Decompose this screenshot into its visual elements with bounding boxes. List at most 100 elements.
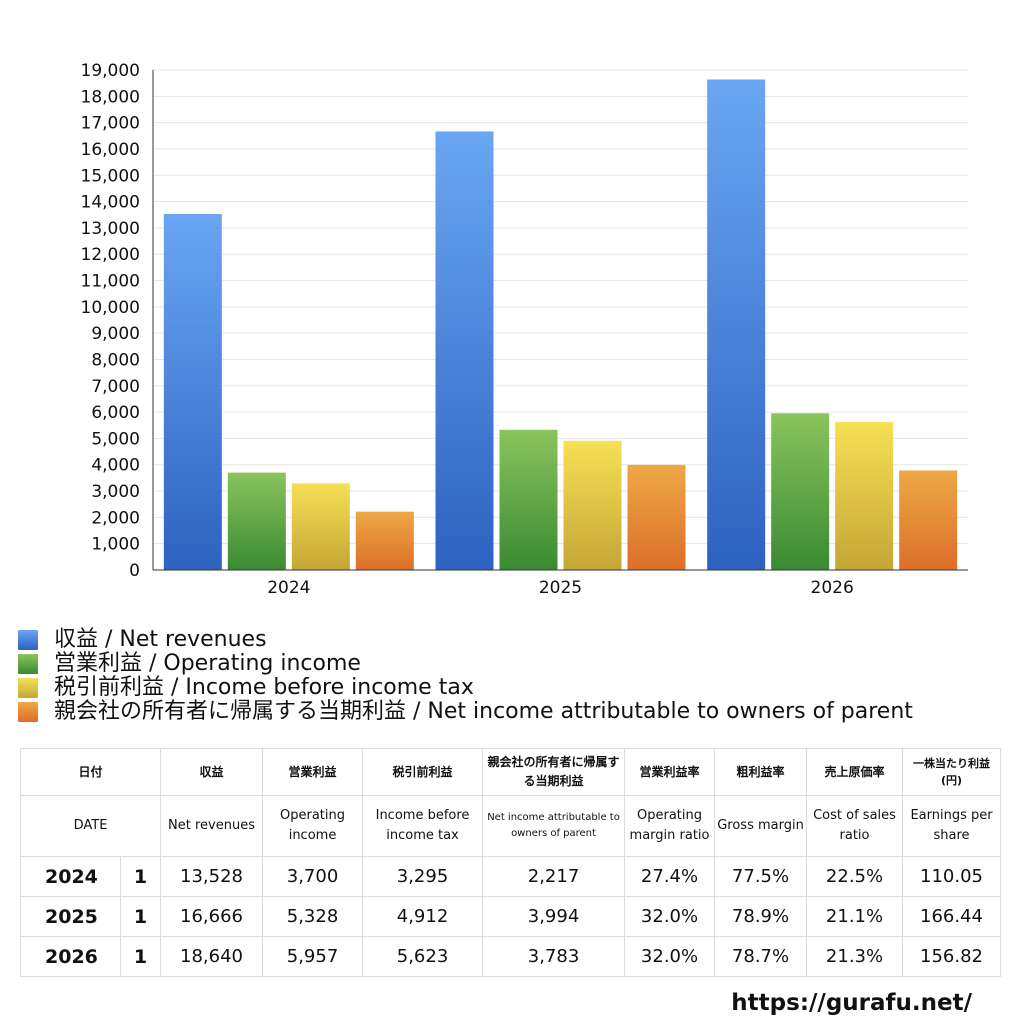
cell-net-income: 3,994 <box>482 896 626 937</box>
legend-swatch-operating-income <box>18 654 38 674</box>
cell-cost-ratio: 21.3% <box>806 936 904 977</box>
legend: 収益 / Net revenues 営業利益 / Operating incom… <box>18 628 913 724</box>
y-tick-label: 6,000 <box>91 403 140 423</box>
y-tick-label: 9,000 <box>91 324 140 344</box>
cell-income-before-tax: 4,912 <box>362 896 484 937</box>
bar-2026-series-0 <box>707 79 766 570</box>
cell-net-revenues: 13,528 <box>160 856 264 897</box>
y-tick-label: 11,000 <box>81 272 140 292</box>
y-tick-label: 15,000 <box>81 166 140 186</box>
legend-label-operating-income: 営業利益 / Operating income <box>54 651 361 676</box>
y-tick-label: 3,000 <box>91 482 140 502</box>
y-tick-label: 4,000 <box>91 456 140 476</box>
bar-2024-series-3 <box>355 511 414 570</box>
y-tick-label: 5,000 <box>91 429 140 449</box>
x-tick-label: 2025 <box>539 578 582 598</box>
cell-eps: 110.05 <box>902 856 1002 897</box>
y-tick-label: 1,000 <box>91 535 140 555</box>
header-gross-margin-en: Gross margin <box>714 795 808 857</box>
cell-gross-margin: 78.9% <box>714 896 808 937</box>
bar-2024-series-1 <box>227 472 286 570</box>
cell-net-revenues: 18,640 <box>160 936 264 977</box>
header-net-income-ja: 親会社の所有者に帰属する当期利益 <box>482 748 626 796</box>
header-cost-ratio-en: Cost of sales ratio <box>806 795 904 857</box>
legend-item-net-income: 親会社の所有者に帰属する当期利益 / Net income attributab… <box>18 700 913 724</box>
header-net-income-en: Net income attributable to owners of par… <box>482 795 626 857</box>
financial-table: 日付 収益 営業利益 税引前利益 親会社の所有者に帰属する当期利益 営業利益率 … <box>19 748 1002 977</box>
x-tick-label: 2026 <box>811 578 854 598</box>
row-count: 1 <box>119 936 162 977</box>
header-income-before-tax-ja: 税引前利益 <box>362 748 484 796</box>
bar-2026-series-3 <box>899 470 958 570</box>
cell-operating-margin: 32.0% <box>624 936 716 977</box>
table-row: 2025 1 16,666 5,328 4,912 3,994 32.0% 78… <box>20 896 1002 937</box>
row-year: 2024 <box>20 856 121 897</box>
table-row: 2024 1 13,528 3,700 3,295 2,217 27.4% 77… <box>20 856 1002 897</box>
cell-income-before-tax: 5,623 <box>362 936 484 977</box>
header-operating-margin-en: Operating margin ratio <box>624 795 716 857</box>
cell-eps: 166.44 <box>902 896 1002 937</box>
row-count: 1 <box>119 896 162 937</box>
bar-2025-series-3 <box>627 464 686 570</box>
cell-income-before-tax: 3,295 <box>362 856 484 897</box>
bars <box>163 79 958 570</box>
bar-2024-series-2 <box>291 483 350 570</box>
y-tick-label: 18,000 <box>81 87 140 107</box>
cell-operating-income: 3,700 <box>262 856 364 897</box>
row-year: 2025 <box>20 896 121 937</box>
legend-label-net-revenues: 収益 / Net revenues <box>54 627 267 652</box>
y-tick-label: 8,000 <box>91 350 140 370</box>
x-axis-ticks: 2024 2025 2026 <box>267 578 854 598</box>
cell-net-income: 3,783 <box>482 936 626 977</box>
header-operating-margin-ja: 営業利益率 <box>624 748 716 796</box>
header-eps-en: Earnings per share <box>902 795 1002 857</box>
source-url[interactable]: https://gurafu.net/ <box>731 990 972 1016</box>
header-cost-ratio-ja: 売上原価率 <box>806 748 904 796</box>
header-net-revenues-ja: 収益 <box>160 748 264 796</box>
legend-label-net-income: 親会社の所有者に帰属する当期利益 / Net income attributab… <box>54 699 913 724</box>
cell-cost-ratio: 21.1% <box>806 896 904 937</box>
y-tick-label: 10,000 <box>81 298 140 318</box>
y-tick-label: 12,000 <box>81 245 140 265</box>
y-tick-label: 14,000 <box>81 193 140 213</box>
legend-item-operating-income: 営業利益 / Operating income <box>18 652 913 676</box>
cell-gross-margin: 78.7% <box>714 936 808 977</box>
header-gross-margin-ja: 粗利益率 <box>714 748 808 796</box>
cell-operating-income: 5,957 <box>262 936 364 977</box>
bar-2025-series-2 <box>563 440 622 570</box>
legend-swatch-income-before-tax <box>18 678 38 698</box>
cell-operating-margin: 27.4% <box>624 856 716 897</box>
header-net-revenues-en: Net revenues <box>160 795 264 857</box>
legend-label-income-before-tax: 税引前利益 / Income before income tax <box>54 675 474 700</box>
bar-2026-series-1 <box>771 413 830 570</box>
row-year: 2026 <box>20 936 121 977</box>
cell-net-revenues: 16,666 <box>160 896 264 937</box>
row-count: 1 <box>119 856 162 897</box>
cell-operating-margin: 32.0% <box>624 896 716 937</box>
cell-eps: 156.82 <box>902 936 1002 977</box>
cell-net-income: 2,217 <box>482 856 626 897</box>
header-operating-income-en: Operating income <box>262 795 364 857</box>
bar-2025-series-1 <box>499 429 558 570</box>
bar-2024-series-0 <box>163 214 222 570</box>
x-tick-label: 2024 <box>267 578 310 598</box>
y-tick-label: 7,000 <box>91 377 140 397</box>
header-operating-income-ja: 営業利益 <box>262 748 364 796</box>
bar-2026-series-2 <box>835 422 894 570</box>
y-axis-ticks: 0 1,000 2,000 3,000 4,000 5,000 6,000 7,000 8,00… <box>81 61 140 581</box>
legend-item-income-before-tax: 税引前利益 / Income before income tax <box>18 676 913 700</box>
legend-swatch-net-revenues <box>18 630 38 650</box>
legend-swatch-net-income <box>18 702 38 722</box>
y-tick-label: 2,000 <box>91 508 140 528</box>
grid-lines <box>153 69 968 545</box>
bar-chart: 0 1,000 2,000 3,000 4,000 5,000 6,000 7,000 8,00… <box>81 61 968 598</box>
cell-cost-ratio: 22.5% <box>806 856 904 897</box>
y-tick-label: 17,000 <box>81 114 140 134</box>
cell-operating-income: 5,328 <box>262 896 364 937</box>
y-tick-label: 16,000 <box>81 140 140 160</box>
table-header-en: DATE Net revenues Operating income Incom… <box>19 795 1002 857</box>
header-income-before-tax-en: Income before income tax <box>362 795 484 857</box>
header-eps-ja: 一株当たり利益(円) <box>902 748 1002 796</box>
header-date-ja: 日付 <box>19 748 162 796</box>
legend-item-net-revenues: 収益 / Net revenues <box>18 628 913 652</box>
